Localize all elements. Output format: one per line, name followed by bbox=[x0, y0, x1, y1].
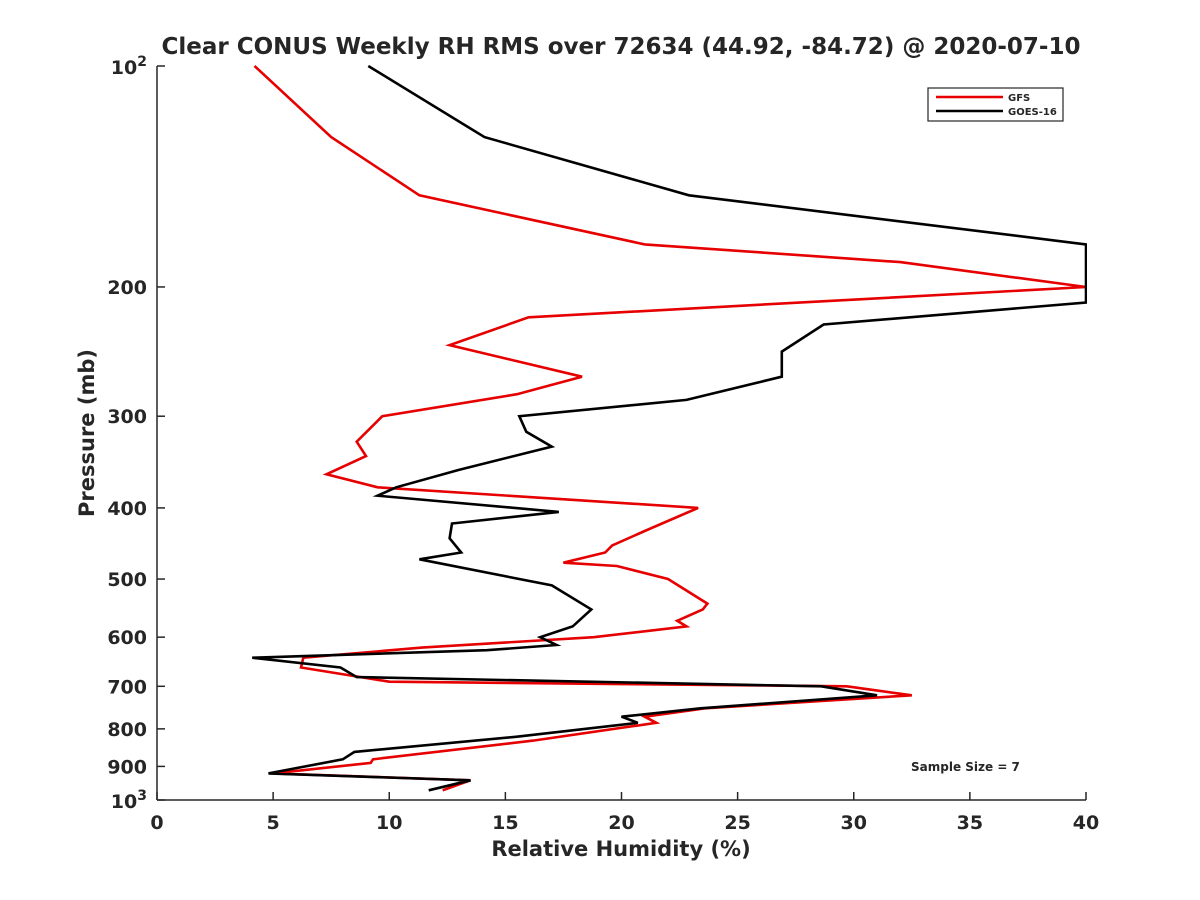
x-tick-label: 0 bbox=[150, 812, 163, 834]
y-tick-label: 700 bbox=[107, 676, 147, 698]
y-tick-label: 800 bbox=[107, 719, 147, 741]
series-lines bbox=[252, 64, 1087, 792]
y-tick-label: 500 bbox=[107, 569, 147, 591]
y-tick-label-power: 103 bbox=[111, 788, 147, 813]
y-tick-label: 900 bbox=[107, 756, 147, 778]
axes bbox=[156, 65, 1087, 801]
y-tick-label: 300 bbox=[107, 406, 147, 428]
x-tick-label: 15 bbox=[492, 812, 518, 834]
series-line-gfs bbox=[253, 65, 1087, 792]
x-tick-label: 10 bbox=[376, 812, 402, 834]
x-tick-label: 30 bbox=[841, 812, 867, 834]
x-tick-label: 35 bbox=[957, 812, 983, 834]
x-tick-label: 40 bbox=[1073, 812, 1099, 834]
tick-labels: 0 5 10 15 20 25 30 35 40 200 300 400 500 600 700 800 900… bbox=[107, 54, 1099, 834]
sample-size-annotation: Sample Size = 7 bbox=[911, 760, 1020, 774]
y-tick-label: 200 bbox=[107, 277, 147, 299]
legend-label-gfs: GFS bbox=[1008, 93, 1030, 104]
x-tick-label: 25 bbox=[724, 812, 750, 834]
x-axis-label: Relative Humidity (%) bbox=[491, 837, 750, 861]
x-tick-label: 20 bbox=[608, 812, 634, 834]
legend: GFS GOES-16 bbox=[927, 87, 1064, 122]
x-tick-label: 5 bbox=[267, 812, 280, 834]
chart-title: Clear CONUS Weekly RH RMS over 72634 (44… bbox=[162, 34, 1081, 60]
y-tick-label-power: 102 bbox=[111, 54, 147, 79]
y-tick-label: 400 bbox=[107, 498, 147, 520]
legend-box bbox=[927, 87, 1064, 122]
y-tick-label: 600 bbox=[107, 627, 147, 649]
y-axis-label: Pressure (mb) bbox=[75, 349, 99, 517]
legend-label-goes16: GOES-16 bbox=[1008, 107, 1057, 118]
series-line-goes-16 bbox=[252, 64, 1087, 792]
